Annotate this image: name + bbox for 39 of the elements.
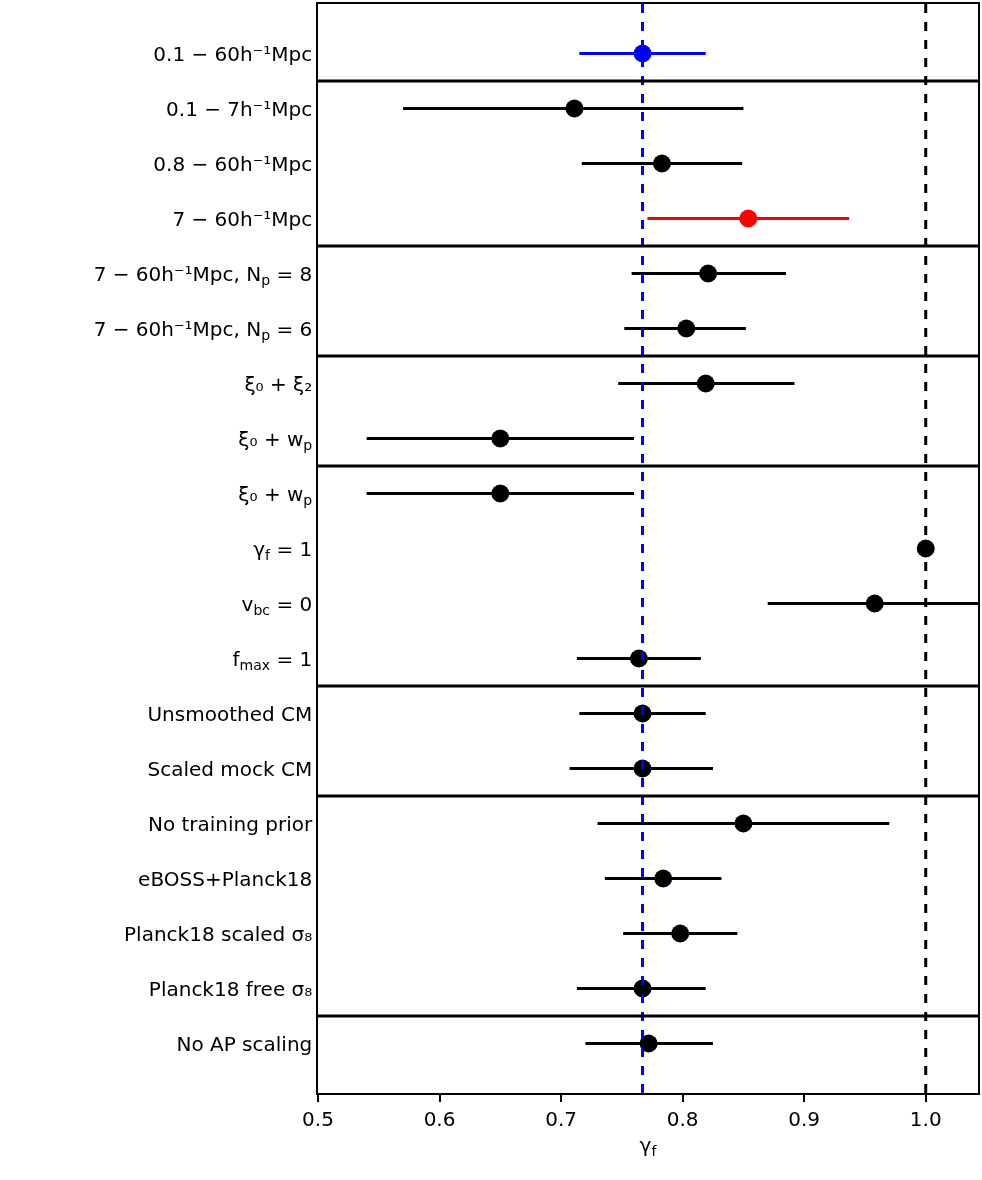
point (565, 99, 584, 118)
point (739, 209, 758, 228)
x-tick-label: 0.8 (666, 1106, 699, 1131)
y-tick-label: 7 − 60h⁻¹Mpc (172, 206, 313, 231)
y-tick-label: 7 − 60h⁻¹Mpc, N$_{p}$ = 6 (93, 316, 313, 343)
x-tick-label: 1.0 (909, 1106, 942, 1131)
y-tick-label: 7 − 60h⁻¹Mpc, N$_{p}$ = 8 (93, 261, 313, 288)
y-tick-label: v$_{bc}$ = 0 (241, 591, 313, 618)
point (639, 1034, 658, 1053)
y-tick-label: No training prior (147, 811, 314, 836)
point (699, 264, 718, 283)
point (654, 869, 673, 888)
y-tick-label: 0.1 − 60h⁻¹Mpc (153, 41, 313, 66)
y-tick-label: ξ₀ + w$_{p}$ (238, 426, 313, 453)
point (696, 374, 715, 393)
point (677, 319, 696, 338)
x-tick-label: 0.7 (545, 1106, 577, 1131)
x-axis-title: γ$_{f}$ (639, 1132, 658, 1159)
y-tick-label: Planck18 free σ₈ (148, 976, 313, 1001)
point (734, 814, 753, 833)
x-tick-label: 0.6 (423, 1106, 456, 1131)
y-tick-label: No AP scaling (176, 1031, 313, 1056)
point (652, 154, 671, 173)
point (865, 594, 884, 613)
point (671, 924, 690, 943)
point (491, 429, 510, 448)
y-tick-label: 0.8 − 60h⁻¹Mpc (153, 151, 313, 176)
x-tick-label: 0.5 (302, 1106, 334, 1131)
y-tick-label: f$_{max}$ = 1 (232, 646, 313, 673)
y-tick-label: Scaled mock CM (147, 756, 313, 781)
y-tick-label: Unsmoothed CM (147, 701, 313, 726)
y-tick-label: eBOSS+Planck18 (138, 866, 313, 891)
y-tick-label: 0.1 − 7h⁻¹Mpc (166, 96, 313, 121)
x-tick-label: 0.9 (788, 1106, 821, 1131)
y-tick-label: Planck18 scaled σ₈ (124, 921, 313, 946)
point (491, 484, 510, 503)
y-tick-label: ξ₀ + ξ₂ (244, 371, 313, 396)
y-tick-label: γ$_{f}$ = 1 (253, 536, 313, 563)
y-tick-label: ξ₀ + w$_{p}$ (238, 481, 313, 508)
